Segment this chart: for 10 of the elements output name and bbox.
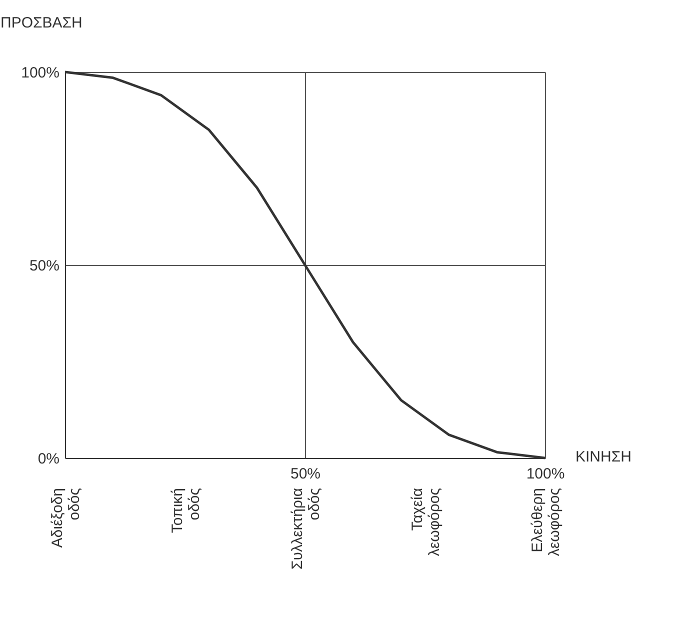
- text: Αδιέξοδη οδός: [49, 488, 83, 548]
- x-axis-title: ΚΙΝΗΣΗ: [576, 448, 632, 466]
- text: Ταχεία λεωφόρος: [409, 488, 443, 556]
- y-tick-label: 0%: [38, 450, 60, 468]
- text: Τοπική οδός: [169, 488, 203, 534]
- y-axis-title: ΠΡΟΣΒΑΣΗ: [0, 14, 82, 32]
- text: Συλλεκτήρια οδός: [289, 488, 323, 570]
- y-tick-label: 100%: [21, 64, 60, 82]
- y-tick-label: 50%: [29, 258, 60, 274]
- text: Ελεύθερη λεωφόρος: [529, 488, 563, 556]
